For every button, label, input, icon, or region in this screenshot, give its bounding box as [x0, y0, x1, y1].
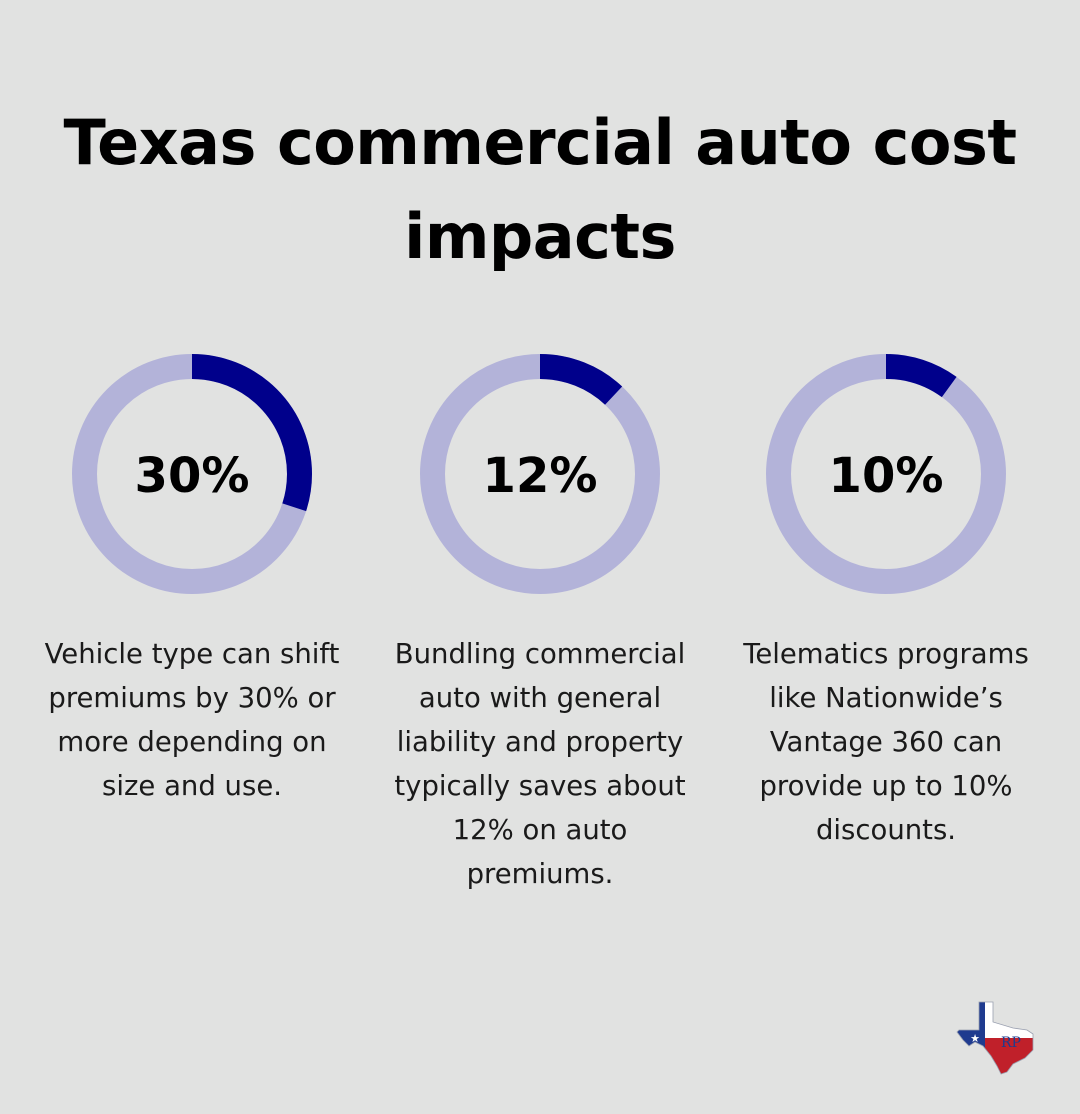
stat-description: Telematics programs like Nationwide’s Va… [743, 638, 1029, 846]
stat-card-vehicle-type: 30% Vehicle type can shift premiums by 3… [32, 352, 352, 808]
donut-value-arc [420, 354, 660, 594]
stat-description: Bundling commercial auto with general li… [394, 638, 686, 890]
page-title: Texas commercial auto cost impacts [63, 106, 1017, 273]
donut-value-arc [72, 354, 312, 594]
stat-card-bundling: 12% Bundling commercial auto with genera… [380, 352, 700, 896]
donut-chart-30: 30% [72, 354, 312, 594]
logo-white-field [985, 1002, 1033, 1038]
donut-chart-12: 12% [420, 354, 660, 594]
donut-value-arc [766, 354, 1006, 594]
texas-map-logo-icon: ★ RP [956, 1001, 1034, 1075]
stat-description: Vehicle type can shift premiums by 30% o… [44, 638, 340, 802]
donut-value-label: 30% [135, 448, 250, 504]
donut-value-label: 10% [829, 448, 944, 504]
stat-card-telematics: 10% Telematics programs like Nationwide’… [726, 352, 1046, 852]
logo-monogram: RP [1001, 1035, 1021, 1051]
donut-value-label: 12% [483, 448, 598, 504]
svg-text:★: ★ [970, 1032, 980, 1045]
donut-chart-10: 10% [766, 354, 1006, 594]
